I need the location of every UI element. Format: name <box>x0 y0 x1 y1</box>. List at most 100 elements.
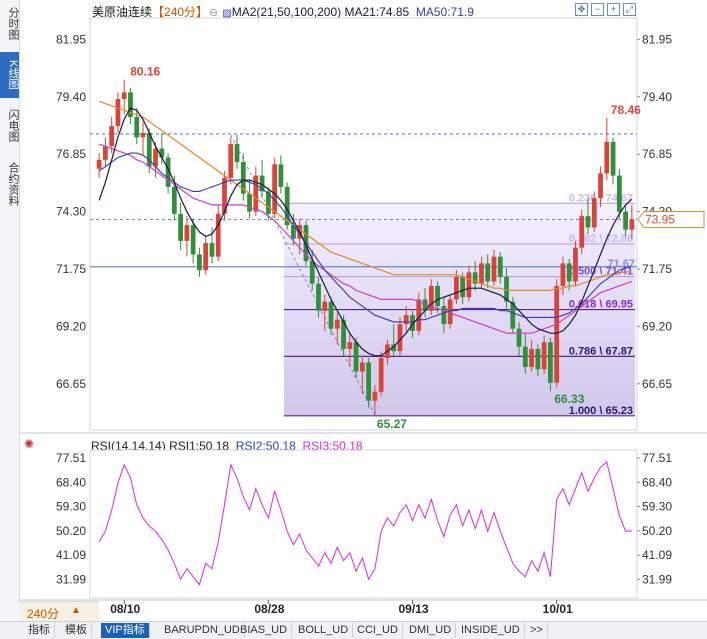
side-tab-bar: 分时图 K线图 闪电图 合约资料 <box>0 0 20 620</box>
period-selector-label[interactable]: 240分 <box>27 607 60 621</box>
candle-body <box>347 342 353 349</box>
candle-body <box>623 211 628 230</box>
date-tick-label: 10/01 <box>543 602 573 616</box>
candle-body <box>510 301 516 329</box>
tab-kline[interactable]: K线图 <box>0 52 19 98</box>
rsi-settings-icon[interactable]: ✺ <box>24 437 35 451</box>
toolbar-vip-indicators[interactable]: VIP指标 <box>101 623 150 638</box>
price-tick-right: 76.85 <box>642 147 672 161</box>
price-tick-left: 71.75 <box>56 262 86 276</box>
rsi-tick-right: 50.20 <box>642 524 672 538</box>
zoom-out-icon[interactable]: − <box>591 3 604 16</box>
candle-body <box>341 319 346 349</box>
zoom-in-icon[interactable]: + <box>607 3 620 16</box>
candle-body <box>316 283 321 311</box>
candle-body <box>197 254 202 271</box>
high-price-label: 80.16 <box>130 65 160 79</box>
candle-body <box>428 285 434 311</box>
toolbar-more[interactable]: >> <box>526 623 548 638</box>
rsi-tick-left: 41.09 <box>56 548 86 562</box>
candle-body <box>159 148 165 158</box>
rsi-tick-right: 31.99 <box>642 572 672 586</box>
toolbar-dmi[interactable]: DMI_UD <box>405 623 457 638</box>
rsi-tick-left: 50.20 <box>56 524 86 538</box>
candle-body <box>479 263 484 284</box>
candle-body <box>334 319 340 329</box>
candle-body <box>566 263 572 282</box>
candle-body <box>391 344 397 352</box>
period-selector[interactable]: 240分 ▲ <box>19 601 99 621</box>
tab-lightning[interactable]: 闪电图 <box>7 108 19 142</box>
ma-indicator-name: MA2(21,50,100,200) <box>231 5 342 19</box>
candle-body <box>265 191 271 214</box>
candle-body <box>573 247 578 282</box>
candle-body <box>541 342 547 370</box>
candle-body <box>115 99 121 127</box>
toolbar-templates[interactable]: 模板 <box>61 623 92 638</box>
instrument-title: 美原油连续 <box>92 5 153 19</box>
toolbar-bias[interactable]: BIAS_UD <box>236 623 293 638</box>
rsi-tick-left: 31.99 <box>56 572 86 586</box>
candle-body <box>278 164 284 187</box>
low2-price-label: 66.33 <box>554 392 584 406</box>
low-price-label: 65.27 <box>377 417 407 431</box>
candle-body <box>585 216 591 228</box>
candle-body <box>209 243 215 257</box>
candle-body <box>616 175 622 212</box>
toolbar-cci[interactable]: CCI_UD <box>353 623 403 638</box>
rsi-tick-left: 59.30 <box>56 500 86 514</box>
ma50-value: MA50:71.9 <box>415 5 474 19</box>
ma21-value: MA21:74.85 <box>344 5 410 19</box>
ma100-line <box>98 143 633 334</box>
candle-body <box>234 144 240 163</box>
ma-indicator-icon[interactable]: ▨ <box>222 8 232 19</box>
candle-body <box>253 175 259 212</box>
toolbar-indicators[interactable]: 指标 <box>24 623 55 638</box>
price-tick-right: 66.65 <box>642 377 672 391</box>
candle-body <box>604 141 610 174</box>
candle-body <box>140 132 146 138</box>
fib-level-label: 0.500 \ 71.41 <box>569 266 633 278</box>
fib-level-label: 0.382 \ 72.86 <box>569 233 633 245</box>
current-price-value: 73.95 <box>645 212 675 226</box>
candle-body <box>522 346 528 367</box>
tab-contract-info[interactable]: 合约资料 <box>7 162 19 206</box>
rsi-tick-right: 41.09 <box>642 548 672 562</box>
toolbar-barupdn[interactable]: BARUPDN_UD <box>160 623 245 638</box>
candle-body <box>203 243 209 271</box>
bottom-toolbar: 指标 模板 VIP指标 BARUPDN_UD BIAS_UD BOLL_UD C… <box>0 621 707 639</box>
candle-body <box>460 276 466 298</box>
candle-body <box>353 342 359 372</box>
candle-body <box>366 362 372 401</box>
candle-body <box>403 315 409 325</box>
toolbar-boll[interactable]: BOLL_UD <box>294 623 354 638</box>
candle-body <box>629 219 635 230</box>
price-tick-left: 66.65 <box>56 377 86 391</box>
candle-body <box>504 276 509 302</box>
candle-body <box>247 193 252 212</box>
candle-body <box>441 306 447 325</box>
toolbar-inside[interactable]: INSIDE_UD <box>457 623 525 638</box>
candle-body <box>372 391 378 401</box>
candle-body <box>359 362 365 372</box>
period-selector-arrow-icon[interactable]: ▲ <box>71 605 81 616</box>
candle-body <box>128 92 133 118</box>
candle-body <box>134 117 140 138</box>
date-tick-label: 08/28 <box>254 602 284 616</box>
candle-body <box>535 348 541 370</box>
move-icon[interactable]: ✥ <box>575 3 588 16</box>
candle-body <box>153 148 158 167</box>
fullscreen-icon[interactable]: ⤢ <box>623 3 636 16</box>
candle-body <box>171 186 177 214</box>
candle-body <box>491 256 497 282</box>
candle-body <box>554 285 560 383</box>
period-switch-icon[interactable]: ⊖ <box>209 7 219 19</box>
current-price-tag <box>637 210 705 228</box>
candle-body <box>529 348 534 367</box>
candle-body <box>272 164 278 214</box>
tab-timeshare[interactable]: 分时图 <box>7 6 19 40</box>
rsi-tick-right: 77.51 <box>642 451 672 465</box>
candle-body <box>215 213 221 257</box>
candle-body <box>121 92 127 100</box>
